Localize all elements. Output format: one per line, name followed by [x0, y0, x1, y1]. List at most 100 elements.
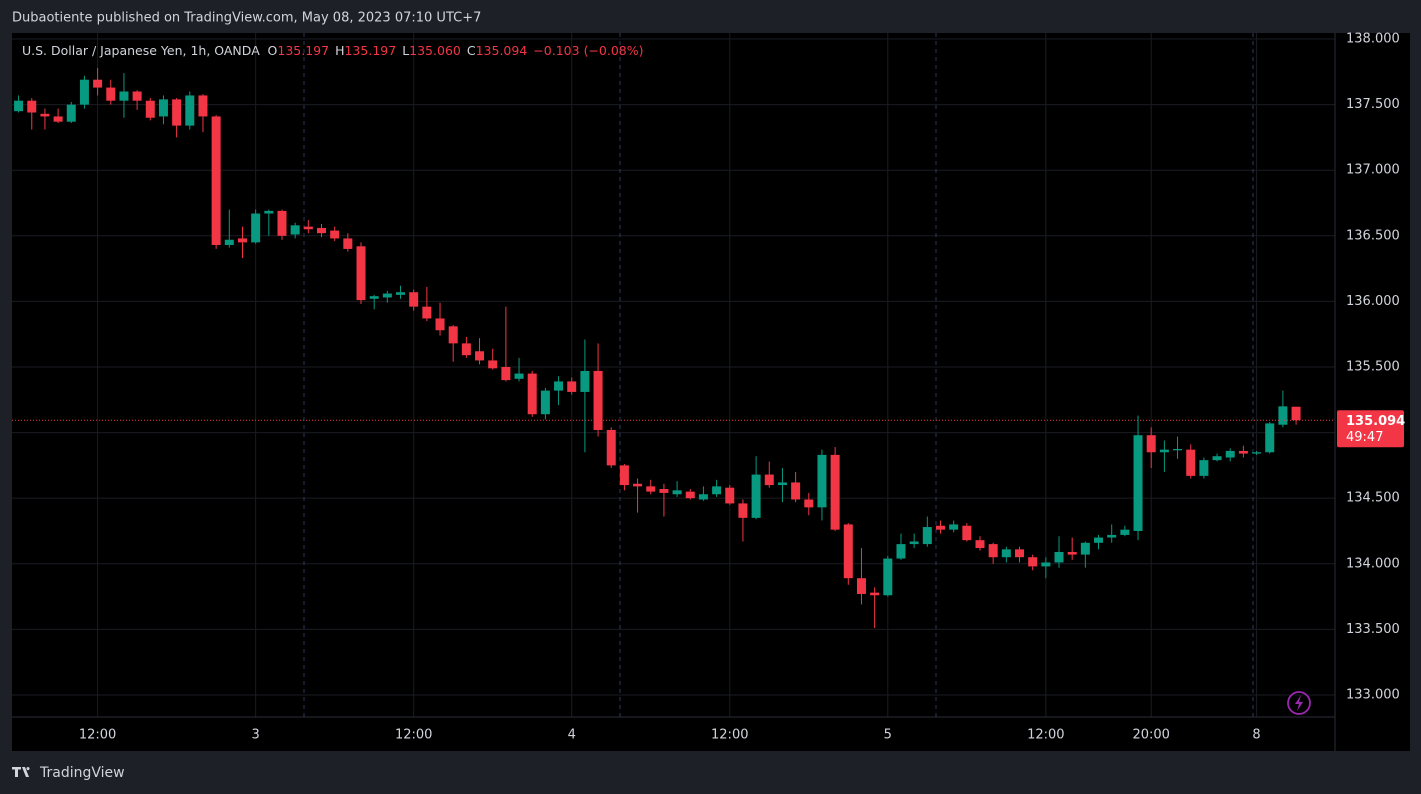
candle-body: [1212, 456, 1222, 461]
legend-key: O: [268, 43, 278, 58]
candle-body: [672, 490, 682, 495]
candle-body: [870, 592, 880, 596]
legend-change: −0.103: [533, 43, 579, 58]
candle-body: [264, 210, 274, 214]
candle-body: [606, 429, 616, 466]
x-tick-label: 20:00: [1132, 728, 1169, 743]
candle-body: [764, 474, 774, 486]
y-tick-label: 133.500: [1346, 622, 1400, 637]
candle-body: [448, 326, 458, 344]
candle-body: [1094, 537, 1104, 543]
candle-body: [79, 79, 89, 105]
candle-body: [409, 292, 419, 307]
candle-body: [804, 499, 814, 508]
candle-body: [830, 454, 840, 530]
candle-body: [1173, 448, 1183, 451]
candle-body: [540, 390, 550, 415]
candle-body: [949, 524, 959, 530]
candle-body: [369, 296, 379, 299]
candle-body: [1199, 460, 1209, 476]
candle-body: [751, 474, 761, 518]
candle-body: [909, 541, 919, 545]
candle-body: [475, 351, 485, 361]
x-tick-label: 12:00: [395, 728, 432, 743]
candle-body: [935, 525, 945, 530]
footer-logo: [12, 767, 30, 777]
candle-body: [1107, 534, 1117, 538]
x-tick-label: 5: [884, 728, 892, 743]
candle-body: [988, 544, 998, 558]
candle-body: [119, 91, 129, 101]
candle-body: [1041, 562, 1051, 567]
y-tick-label: 135.500: [1346, 359, 1400, 374]
legend-value: 135.197: [277, 43, 329, 58]
candle-body: [93, 79, 103, 88]
y-tick-label: 134.500: [1346, 491, 1400, 506]
candle-body: [277, 210, 287, 236]
candle-body: [962, 525, 972, 541]
candle-body: [1186, 449, 1196, 476]
y-tick-label: 136.000: [1346, 294, 1400, 309]
candle-body: [158, 99, 168, 117]
candle-body: [883, 558, 893, 596]
legend-key: H: [335, 43, 344, 58]
y-tick-label: 133.000: [1346, 687, 1400, 702]
candle-body: [422, 306, 432, 319]
candle-body: [712, 486, 722, 495]
x-tick-label: 3: [252, 728, 260, 743]
y-tick-label: 138.000: [1346, 32, 1400, 47]
legend-value: 135.094: [476, 43, 528, 58]
candle-body: [1120, 529, 1130, 535]
candle-body: [501, 366, 511, 381]
grid: [12, 33, 1335, 717]
chart-panel: [12, 33, 1410, 751]
candle-body: [738, 503, 748, 518]
x-tick-label: 12:00: [711, 728, 748, 743]
candle-body: [1278, 406, 1288, 425]
legend-title: U.S. Dollar / Japanese Yen, 1h, OANDA: [22, 43, 260, 58]
y-tick-label: 137.000: [1346, 163, 1400, 178]
legend: U.S. Dollar / Japanese Yen, 1h, OANDA O13…: [22, 43, 644, 58]
candle-body: [1265, 423, 1275, 453]
candle-body: [211, 116, 221, 245]
lightning-icon[interactable]: [1287, 691, 1311, 715]
candle-body: [1146, 435, 1156, 453]
candle-body: [527, 373, 537, 415]
candle-body: [382, 293, 392, 298]
candle-body: [567, 381, 577, 392]
candle-body: [40, 113, 50, 117]
candle-body: [343, 238, 353, 249]
y-tick-label: 136.500: [1346, 228, 1400, 243]
candle-body: [290, 225, 300, 235]
candle-body: [896, 544, 906, 559]
candle-body: [145, 100, 155, 118]
x-tick-label: 12:00: [79, 728, 116, 743]
candle-body: [172, 99, 182, 126]
candle-body: [1015, 549, 1025, 558]
candle-body: [922, 527, 932, 545]
candle-body: [817, 454, 827, 508]
candle-body: [975, 540, 985, 549]
candle-body: [66, 104, 76, 122]
candle-body: [1001, 549, 1011, 558]
candle-body: [185, 95, 195, 126]
candle-body: [53, 116, 63, 122]
candle-body: [330, 230, 340, 239]
candle-body: [1238, 450, 1248, 454]
candle-body: [856, 578, 866, 594]
candle-body: [580, 370, 590, 392]
candle-body: [685, 491, 695, 499]
last-price-label: 135.094: [1346, 414, 1405, 429]
candle-body: [198, 95, 208, 117]
candle-body: [27, 100, 37, 113]
candle-body: [725, 487, 735, 504]
axes: 133.000133.500134.000134.500135.000135.5…: [79, 32, 1405, 743]
candle-body: [132, 91, 142, 101]
y-tick-label: 134.000: [1346, 556, 1400, 571]
candle-body: [1133, 435, 1143, 531]
footer-brand: TradingView: [39, 765, 125, 781]
candle-body: [224, 239, 234, 245]
candle-body: [593, 370, 603, 430]
candle-body: [316, 227, 326, 234]
